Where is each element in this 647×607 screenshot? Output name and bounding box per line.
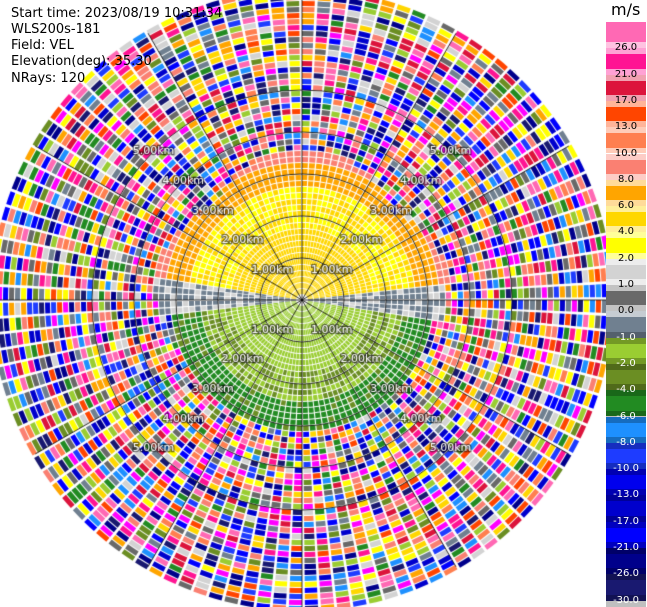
nrays-text: NRays: 120	[11, 71, 86, 86]
colorbar-tick-label: -4.0	[606, 384, 646, 397]
start-time-text: Start time: 2023/08/19 10:31:34	[11, 6, 223, 21]
colorbar-tick-label: 10.0	[606, 147, 646, 160]
colorbar-tick-label: 0.0	[606, 305, 646, 318]
colorbar-tick-label: -6.0	[606, 410, 646, 423]
colorbar-tick-label: -10.0	[606, 463, 646, 476]
colorbar-tick-label: -1.0	[606, 331, 646, 344]
colorbar-tick-label: -17.0	[606, 515, 646, 528]
colorbar-tick-label: -30.0	[606, 594, 646, 607]
colorbar-swatch	[606, 495, 646, 522]
colorbar-swatch	[606, 442, 646, 470]
colorbar-tick-label: 4.0	[606, 226, 646, 239]
colorbar-swatch	[606, 390, 646, 417]
colorbar-tick-label: 26.0	[606, 42, 646, 55]
colorbar-tick-label: -8.0	[606, 436, 646, 449]
instrument-text: WLS200s-181	[11, 22, 101, 37]
colorbar-unit: m/s	[611, 0, 641, 19]
colorbar-tick-label: 21.0	[606, 68, 646, 81]
colorbar-tick-label: -21.0	[606, 542, 646, 554]
field-text: Field: VEL	[11, 38, 74, 53]
colorbar-swatch	[606, 363, 646, 391]
colorbar-tick-label: 2.0	[606, 252, 646, 265]
elevation-text: Elevation(deg): 35.30	[11, 54, 152, 69]
colorbar-swatch	[606, 521, 646, 548]
colorbar-swatch	[606, 416, 646, 443]
colorbar-tick-label: -2.0	[606, 357, 646, 370]
colorbar-tick-label: 8.0	[606, 173, 646, 186]
colorbar-swatch	[606, 469, 646, 496]
colorbar-tick-label: -26.0	[606, 568, 646, 581]
colorbar-tick-label: 1.0	[606, 279, 646, 291]
colorbar-tick-label: 6.0	[606, 200, 646, 213]
colorbar-tick-label: 17.0	[606, 94, 646, 107]
colorbar-swatch	[606, 548, 646, 575]
colorbar-tick-label: 13.0	[606, 121, 646, 134]
colorbar-swatch	[606, 574, 646, 601]
colorbar-swatch	[606, 337, 646, 364]
colorbar-tick-label: -13.0	[606, 489, 646, 502]
